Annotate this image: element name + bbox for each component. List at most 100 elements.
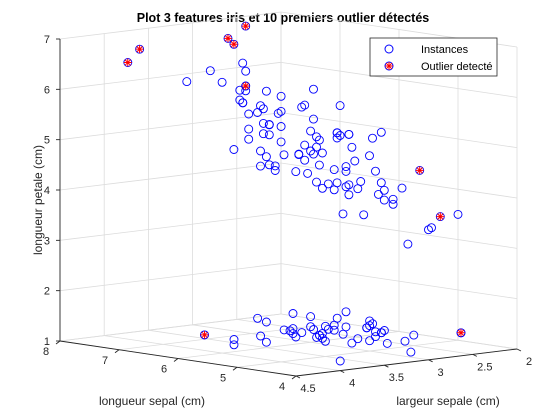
instance-point bbox=[400, 336, 410, 346]
instance-point bbox=[379, 185, 389, 195]
outlier-point bbox=[241, 21, 251, 31]
grid-line bbox=[280, 263, 518, 300]
instance-point bbox=[258, 129, 268, 139]
instance-point bbox=[182, 77, 192, 87]
instance-point bbox=[335, 131, 345, 140]
grid-line bbox=[280, 112, 518, 149]
instance-point bbox=[288, 324, 298, 334]
x-axis-label: largeur sepale (cm) bbox=[396, 394, 499, 408]
z-tick-label: 7 bbox=[44, 34, 50, 46]
instance-point bbox=[306, 312, 316, 322]
instance-point bbox=[303, 168, 313, 178]
instance-point bbox=[312, 177, 321, 187]
instance-point bbox=[279, 325, 289, 335]
instance-point bbox=[427, 223, 436, 233]
instance-point bbox=[332, 128, 342, 138]
x-tick-label: 3.5 bbox=[389, 372, 404, 384]
z-tick-label: 5 bbox=[44, 135, 50, 147]
y-axis-label: longueur sepal (cm) bbox=[99, 394, 205, 408]
instance-point bbox=[309, 325, 319, 334]
instance-point bbox=[376, 178, 386, 188]
instance-point bbox=[344, 180, 354, 190]
instance-point bbox=[329, 165, 339, 175]
instance-point bbox=[264, 130, 274, 140]
instance-point bbox=[261, 86, 271, 96]
instance-point bbox=[388, 199, 398, 209]
legend[interactable]: Instances Outlier detecté bbox=[369, 37, 498, 77]
instance-point bbox=[256, 161, 265, 171]
instance-point bbox=[344, 190, 354, 200]
instance-point bbox=[270, 166, 280, 175]
outlier-star bbox=[123, 58, 132, 67]
instance-point bbox=[312, 132, 321, 142]
instance-point bbox=[235, 95, 245, 105]
instance-point bbox=[338, 209, 348, 219]
instance-point bbox=[382, 338, 392, 348]
tick-labels: 2 2.5 3 3.5 4 4.5 4 5 6 7 81 2 3 4 5 6 7 bbox=[43, 34, 532, 395]
y-tick-mark bbox=[173, 358, 179, 362]
y-tick-label: 5 bbox=[220, 372, 226, 384]
instance-point bbox=[453, 209, 463, 219]
instance-point bbox=[276, 122, 286, 131]
x-tick-label: 2 bbox=[526, 356, 532, 368]
x-tick-mark bbox=[516, 348, 522, 352]
instance-point bbox=[373, 189, 383, 199]
outlier-point bbox=[229, 39, 239, 49]
instance-point bbox=[300, 155, 310, 165]
outlier-point bbox=[415, 165, 425, 175]
instance-point bbox=[276, 137, 286, 147]
grid-line bbox=[59, 112, 282, 141]
legend-outlier-marker bbox=[384, 61, 394, 71]
outlier-point bbox=[435, 212, 445, 222]
instance-point bbox=[347, 142, 357, 152]
instance-point bbox=[323, 179, 333, 189]
instance-point bbox=[320, 321, 330, 331]
instance-point bbox=[273, 108, 283, 118]
outlier-star bbox=[415, 166, 424, 175]
instance-point bbox=[365, 321, 375, 331]
grid-line bbox=[59, 313, 282, 342]
outlier-star bbox=[200, 330, 209, 339]
instance-point bbox=[371, 166, 380, 176]
instance-point bbox=[205, 66, 215, 76]
instance-point bbox=[306, 126, 316, 136]
instance-point bbox=[229, 145, 239, 154]
instance-point bbox=[347, 338, 357, 348]
instance-point bbox=[317, 148, 327, 158]
outlier-star bbox=[135, 45, 144, 54]
outlier-point bbox=[135, 44, 145, 54]
x-tick-mark bbox=[295, 375, 301, 379]
z-axis-label: longueur petale (cm) bbox=[31, 145, 45, 255]
instance-point bbox=[253, 313, 263, 323]
instance-point bbox=[309, 114, 318, 124]
instance-point bbox=[320, 336, 330, 346]
z-tick-label: 2 bbox=[44, 286, 50, 298]
y-tick-mark bbox=[114, 349, 120, 354]
instance-point bbox=[309, 84, 318, 94]
instance-point bbox=[261, 317, 271, 327]
outlier-star bbox=[241, 22, 250, 31]
x-tick-label: 2.5 bbox=[477, 361, 492, 373]
outlier-star bbox=[456, 328, 465, 337]
legend-outlier-label: Outlier detecté bbox=[421, 61, 493, 73]
instance-point bbox=[264, 120, 274, 130]
instance-point bbox=[365, 336, 375, 346]
y-tick-mark bbox=[291, 375, 297, 380]
instance-point bbox=[344, 129, 354, 139]
instance-point bbox=[409, 330, 419, 340]
instance-point bbox=[379, 326, 389, 335]
grid-line bbox=[280, 61, 518, 98]
grid-line bbox=[280, 212, 518, 249]
instance-point bbox=[256, 146, 265, 156]
grid-line bbox=[59, 212, 282, 241]
instance-point bbox=[300, 100, 310, 110]
instance-point bbox=[341, 162, 351, 172]
x-tick-label: 4.5 bbox=[300, 383, 315, 395]
instance-point bbox=[291, 332, 301, 342]
data-points bbox=[123, 21, 466, 366]
z-tick-label: 4 bbox=[44, 185, 50, 197]
instance-point bbox=[335, 101, 345, 111]
instance-point bbox=[350, 156, 360, 166]
instance-point bbox=[238, 58, 248, 68]
